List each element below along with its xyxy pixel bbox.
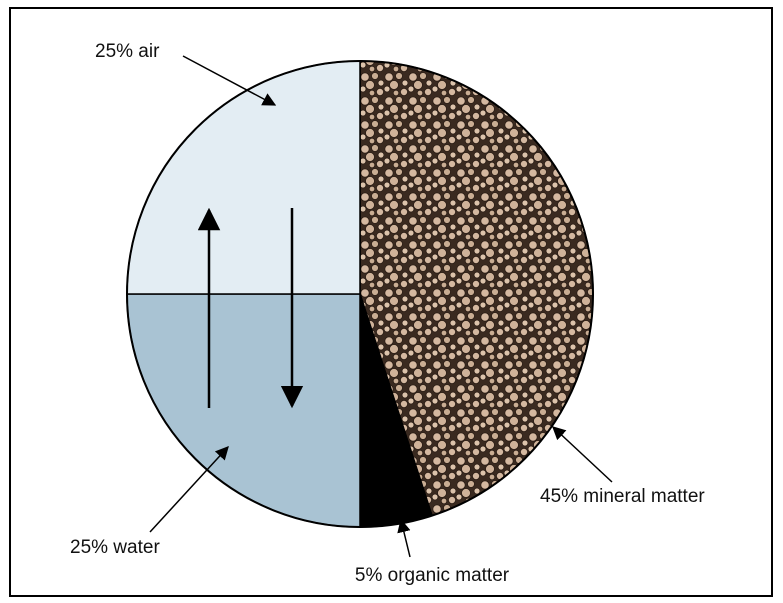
- label-arrow: [553, 427, 612, 482]
- label-arrow: [183, 56, 275, 105]
- pie-slice: [127, 61, 360, 294]
- slice-label: 45% mineral matter: [540, 486, 705, 507]
- pie-slice: [127, 294, 360, 527]
- pie: [127, 61, 593, 527]
- page: 45% mineral matter 5% organic matter 25% w…: [0, 0, 783, 603]
- label-arrow: [150, 447, 228, 532]
- slice-label: 5% organic matter: [355, 565, 510, 586]
- slice-label: 25% water: [70, 537, 160, 558]
- slice-label: 25% air: [95, 41, 160, 62]
- label-arrow: [401, 520, 410, 557]
- chart: 45% mineral matter 5% organic matter 25% w…: [0, 0, 783, 603]
